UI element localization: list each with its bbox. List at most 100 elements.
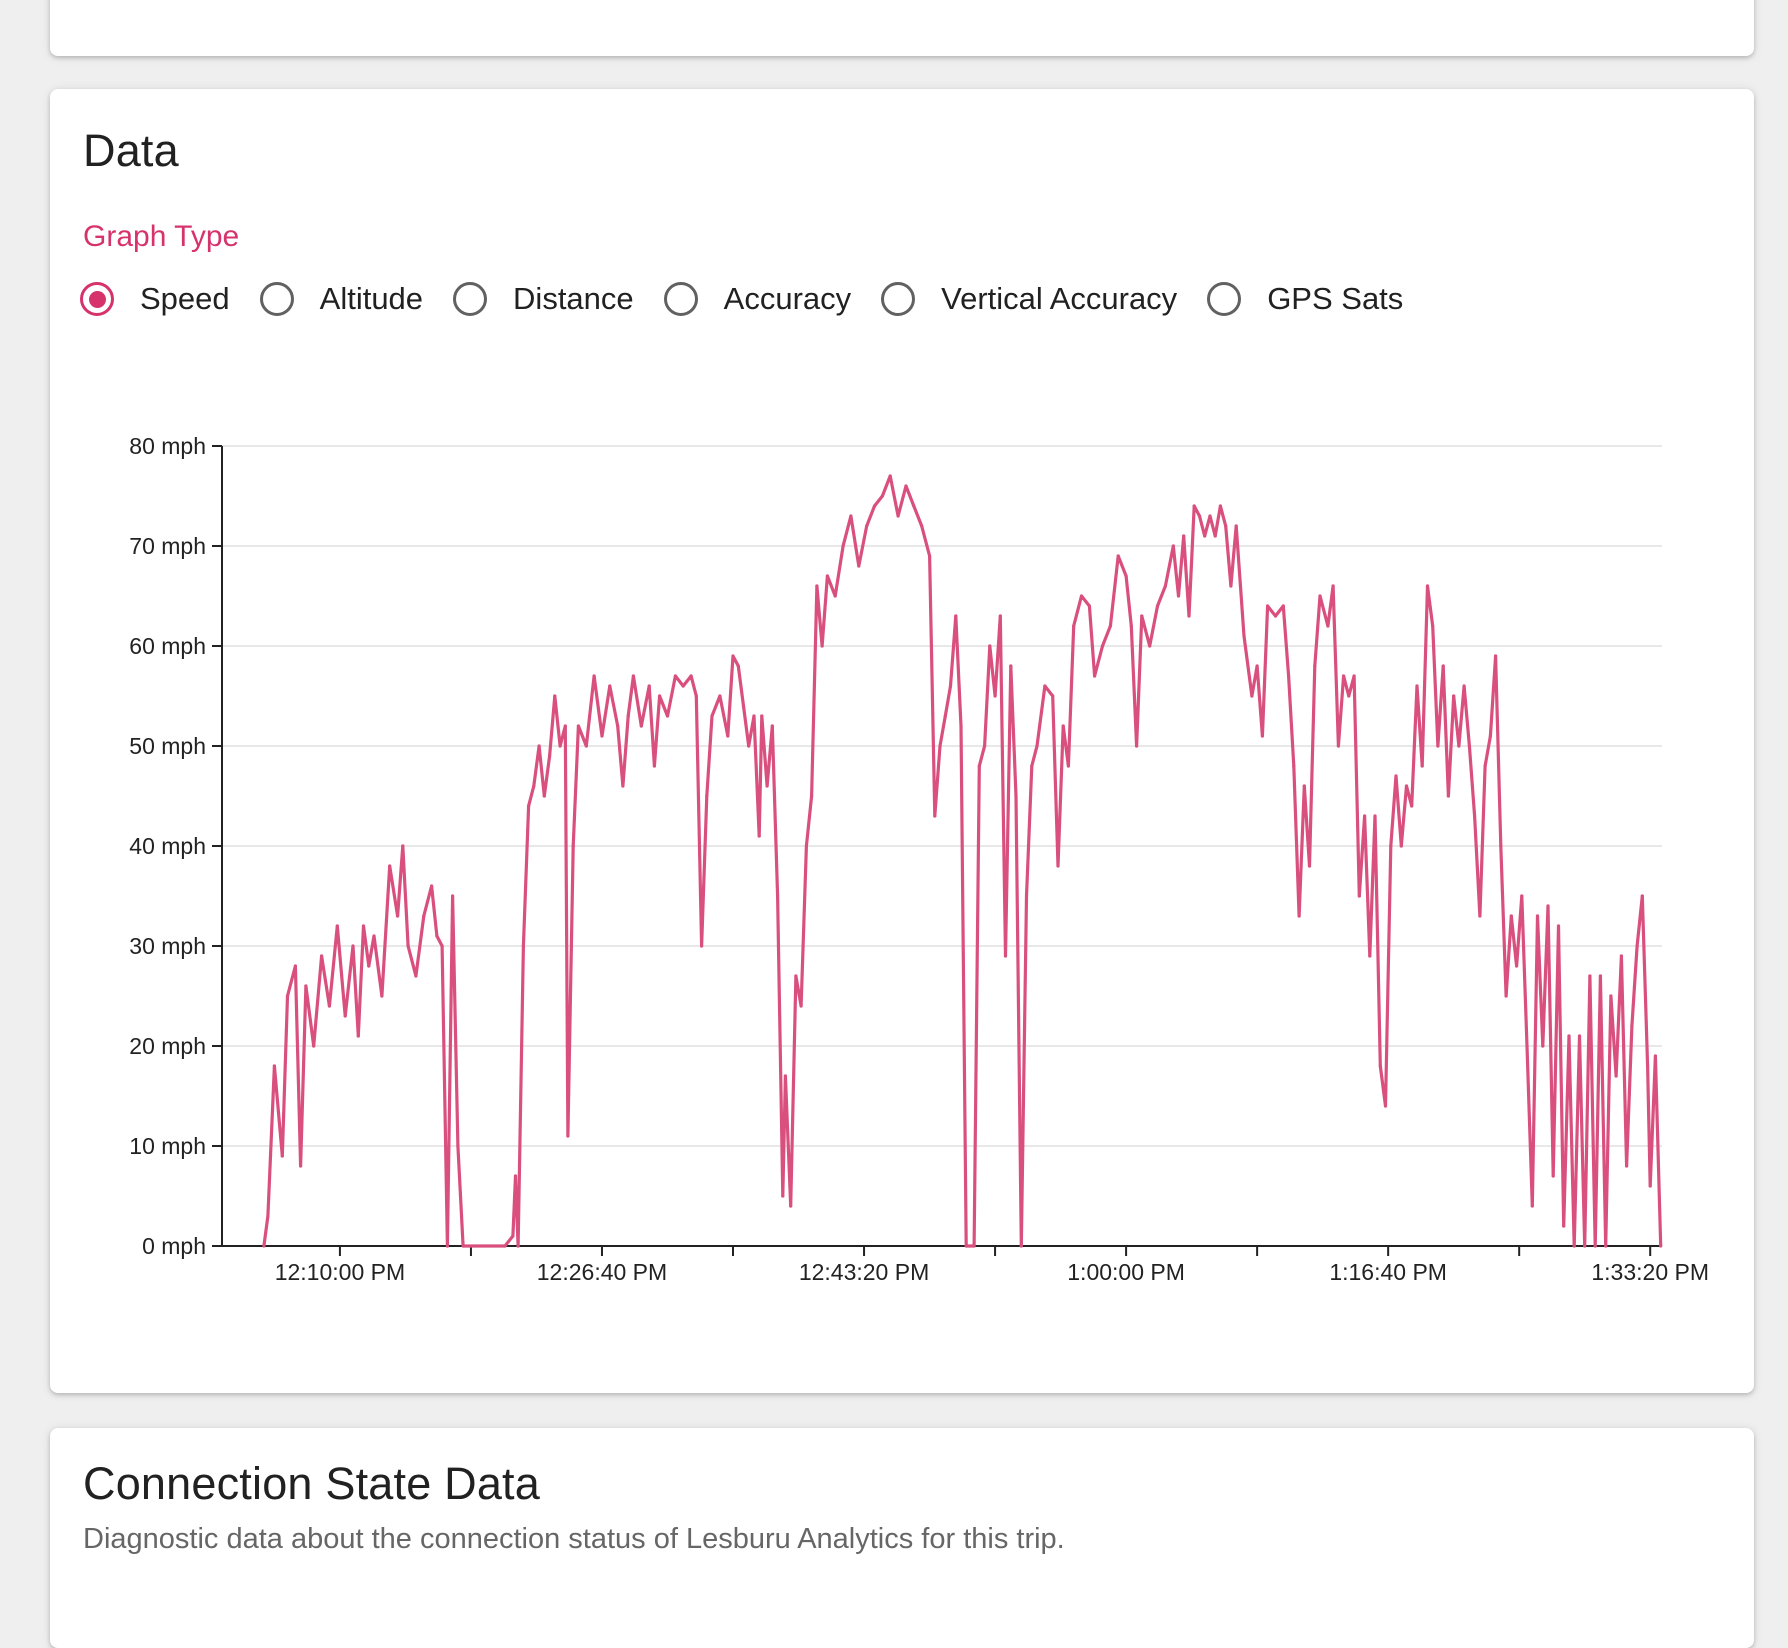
- speed-data-point: [1619, 954, 1623, 958]
- speed-data-point: [1100, 644, 1105, 648]
- speed-data-point: [896, 514, 900, 518]
- speed-data-point: [1525, 1044, 1529, 1048]
- speed-data-point: [563, 724, 567, 728]
- speed-data-point: [401, 844, 405, 848]
- speed-data-point: [1331, 584, 1335, 588]
- graph-type-option-vertical-accuracy[interactable]: Vertical Accuracy: [881, 281, 1177, 317]
- radio-button-icon[interactable]: [881, 282, 916, 316]
- speed-data-point: [1129, 624, 1133, 628]
- speed-data-point: [857, 564, 861, 568]
- speed-data-point: [1488, 734, 1492, 738]
- speed-data-point: [542, 794, 546, 798]
- graph-type-option-accuracy[interactable]: Accuracy: [663, 281, 852, 317]
- speed-data-point: [584, 744, 588, 748]
- speed-data-point: [1072, 624, 1076, 628]
- speed-data-point: [1148, 644, 1152, 648]
- speed-data-point: [1297, 914, 1301, 918]
- x-tick-label: 12:10:00 PM: [275, 1259, 405, 1285]
- speed-data-point: [388, 864, 392, 868]
- speed-data-point: [1373, 814, 1377, 818]
- speed-data-point: [1140, 614, 1144, 618]
- speed-data-point: [503, 1244, 507, 1248]
- speed-data-point: [833, 594, 837, 598]
- speed-data-point: [841, 544, 845, 548]
- speed-data-point: [1273, 614, 1278, 618]
- speed-data-point: [983, 744, 987, 748]
- speed-data-point: [1116, 554, 1120, 558]
- speed-data-point: [1307, 864, 1312, 868]
- speed-data-point: [726, 734, 730, 738]
- speed-data-point: [285, 994, 290, 998]
- speed-data-point: [513, 1174, 518, 1178]
- radio-label[interactable]: Accuracy: [723, 281, 852, 316]
- speed-data-point: [689, 674, 693, 678]
- speed-data-point: [1457, 744, 1461, 748]
- speed-data-point: [1646, 1064, 1650, 1068]
- speed-data-point: [566, 1134, 570, 1138]
- speed-chart-svg: 0 mph 10 mph 20 mph 30 mph 40 mph 50 mph 60 mp…: [129, 433, 1709, 1285]
- speed-data-point: [731, 654, 735, 658]
- speed-data-point: [461, 1244, 465, 1248]
- speed-data-point: [1404, 784, 1409, 788]
- speed-data-point: [430, 884, 434, 888]
- radio-button-icon[interactable]: [1207, 282, 1242, 316]
- y-tick-label: 30 mph: [129, 933, 206, 959]
- graph-type-label: Graph Type: [83, 220, 240, 253]
- graph-type-option-speed[interactable]: Speed: [80, 281, 230, 317]
- radio-button-icon[interactable]: [663, 282, 698, 316]
- speed-data-point: [820, 644, 824, 648]
- speed-data-point: [422, 914, 426, 918]
- speed-data-point: [532, 784, 536, 788]
- speed-data-point: [1208, 514, 1212, 518]
- speed-data-point: [1593, 1244, 1597, 1248]
- connection-card-title: Connection State Data: [83, 1458, 540, 1509]
- speed-data-point: [776, 894, 780, 898]
- speed-data-point: [977, 764, 981, 768]
- speed-data-point: [1368, 954, 1372, 958]
- speed-data-point: [781, 1194, 785, 1198]
- graph-type-option-altitude[interactable]: Altitude: [259, 281, 424, 317]
- speed-data-point: [1378, 1064, 1382, 1068]
- speed-data-point: [320, 954, 324, 958]
- speed-data-point: [912, 504, 916, 508]
- speed-data-point: [1242, 634, 1246, 638]
- speed-data-point: [1609, 994, 1613, 998]
- radio-label[interactable]: GPS Sats: [1267, 281, 1404, 316]
- graph-type-option-distance[interactable]: Distance: [453, 281, 634, 317]
- speed-data-point: [904, 484, 908, 488]
- radio-label[interactable]: Vertical Accuracy: [941, 281, 1178, 316]
- y-tick-label: 10 mph: [129, 1133, 206, 1159]
- speed-data-point: [1281, 604, 1285, 608]
- speed-data-point: [1079, 594, 1084, 598]
- speed-data-point: [1087, 604, 1091, 608]
- speed-data-point: [1556, 924, 1561, 928]
- speed-data-point: [1653, 1054, 1657, 1058]
- speed-data-point: [1441, 664, 1445, 668]
- speed-data-point: [1043, 684, 1047, 688]
- graph-type-radio-group: Speed Altitude Distance Accuracy Vertica…: [80, 281, 1433, 317]
- speed-data-point: [998, 614, 1002, 618]
- graph-type-option-gps-sats[interactable]: GPS Sats: [1207, 281, 1403, 317]
- speed-data-point: [1318, 594, 1322, 598]
- radio-button-icon[interactable]: [453, 282, 488, 316]
- speed-data-point: [849, 514, 853, 518]
- speed-data-point: [1483, 764, 1487, 768]
- speed-data-point: [1266, 604, 1270, 608]
- radio-label[interactable]: Distance: [513, 281, 634, 316]
- speed-data-point: [1255, 664, 1259, 668]
- radio-button-icon[interactable]: [259, 282, 294, 316]
- radio-label[interactable]: Altitude: [319, 281, 424, 316]
- speed-data-point: [1467, 744, 1471, 748]
- radio-button-icon[interactable]: [80, 282, 114, 316]
- speed-data-point: [1124, 574, 1128, 578]
- speed-data-point: [928, 554, 932, 558]
- speed-data-point: [718, 694, 722, 698]
- speed-data-point: [1326, 624, 1330, 628]
- speed-data-point: [1192, 504, 1196, 508]
- speed-data-point: [1478, 914, 1482, 918]
- speed-data-point: [700, 944, 704, 948]
- radio-label[interactable]: Speed: [140, 281, 230, 316]
- x-tick-label: 1:16:40 PM: [1329, 1259, 1447, 1285]
- x-tick-label: 12:43:20 PM: [799, 1259, 929, 1285]
- speed-data-point: [372, 934, 376, 938]
